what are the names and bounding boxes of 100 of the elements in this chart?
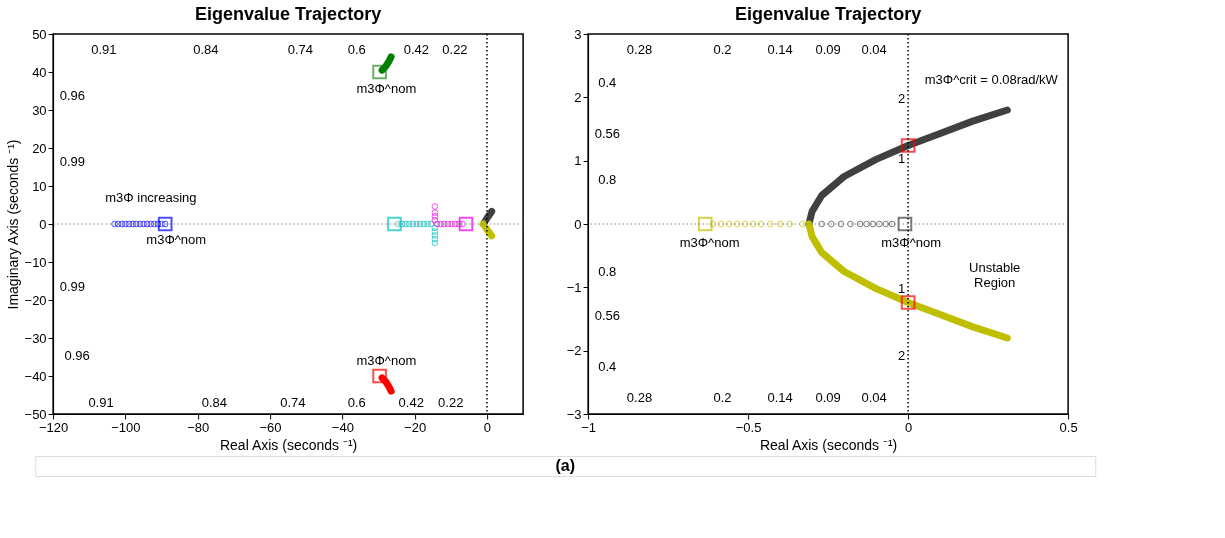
point xyxy=(413,220,420,228)
point xyxy=(122,220,129,228)
y-tick-label: 40 xyxy=(32,64,47,80)
point xyxy=(900,138,916,153)
y-tick-label: 0 xyxy=(39,216,47,232)
annotation: 0.84 xyxy=(193,42,219,58)
point xyxy=(431,216,439,224)
y-tick-label: 50 xyxy=(32,26,47,42)
point xyxy=(431,209,439,216)
point xyxy=(402,220,409,228)
annotation: 0.22 xyxy=(442,42,468,58)
annotation: 0.96 xyxy=(64,348,90,364)
y-tick-label: 2 xyxy=(574,89,582,105)
point xyxy=(897,216,913,232)
x-tick-label: −20 xyxy=(404,419,427,435)
y-tick-label: 30 xyxy=(32,102,47,118)
point xyxy=(818,220,826,228)
annotation: m3Φ^crit = 0.08rad/kW xyxy=(924,72,1059,88)
x-tick-label: −40 xyxy=(331,419,354,435)
point xyxy=(372,368,387,384)
point xyxy=(157,216,173,232)
y-tick-label: 1 xyxy=(574,153,582,169)
annotation: m3Φ^nom xyxy=(146,232,207,248)
annotation: Unstable Region xyxy=(969,260,1021,291)
annotation: 0.4 xyxy=(598,359,617,375)
point xyxy=(431,235,439,243)
point xyxy=(741,220,749,228)
annotation: m3Φ^nom xyxy=(356,81,417,97)
point xyxy=(725,220,733,228)
annotation: 0.04 xyxy=(861,41,887,57)
point xyxy=(431,203,439,210)
text: (a) xyxy=(555,457,576,474)
annotation: 0.96 xyxy=(59,87,86,103)
annotation: 0.99 xyxy=(59,154,86,170)
annotation: 0.91 xyxy=(91,42,117,58)
x-tick-label: 0.5 xyxy=(1059,419,1078,435)
y-tick-label: −3 xyxy=(566,406,582,422)
point xyxy=(776,220,784,228)
annotation: 0.74 xyxy=(287,42,313,58)
point xyxy=(888,220,896,228)
point xyxy=(717,220,725,228)
annotation: m3Φ increasing xyxy=(105,190,197,206)
point xyxy=(767,220,774,228)
annotation: 0.2 xyxy=(713,41,732,57)
point xyxy=(875,220,883,228)
annotation: m3Φ^nom xyxy=(356,352,417,368)
annotation: 0.14 xyxy=(767,390,793,406)
annotation: 1 xyxy=(897,280,906,296)
x-axis-title: Real Axis (seconds ⁻¹) xyxy=(759,436,898,453)
y-tick-label: −20 xyxy=(24,292,47,308)
annotation: 0.28 xyxy=(626,41,653,57)
annotation: 0.91 xyxy=(88,394,114,410)
annotation: 0.56 xyxy=(594,307,620,323)
annotation: 0.42 xyxy=(403,42,430,58)
point xyxy=(749,220,757,228)
point xyxy=(114,220,122,228)
y-tick-label: −10 xyxy=(24,254,47,270)
annotation: 0.42 xyxy=(398,394,424,410)
annotation: 0.04 xyxy=(861,390,887,406)
x-tick-label: −0.5 xyxy=(735,419,762,435)
annotation: 2 xyxy=(897,347,906,363)
annotation: 0.74 xyxy=(280,394,306,410)
annotation: 0.56 xyxy=(594,125,620,141)
annotation: 0.8 xyxy=(598,264,617,280)
point xyxy=(458,216,474,232)
x-tick-label: −120 xyxy=(38,419,69,435)
y-tick-label: −30 xyxy=(24,330,47,346)
y-tick-label: −50 xyxy=(24,406,47,422)
annotation: 0.8 xyxy=(598,171,617,187)
annotation: 0.28 xyxy=(626,390,653,406)
x-tick-label: 0 xyxy=(904,419,913,435)
chart-title: Eigenvalue Trajectory xyxy=(195,4,382,24)
point xyxy=(387,216,402,232)
x-tick-label: −100 xyxy=(111,419,141,435)
point xyxy=(799,220,806,228)
annotation: 0.99 xyxy=(59,278,86,294)
y-tick-label: −40 xyxy=(24,368,47,384)
point xyxy=(431,228,439,235)
point xyxy=(437,220,444,228)
point xyxy=(697,216,713,232)
annotation: 0.09 xyxy=(815,390,841,406)
annotation: m3Φ^nom xyxy=(881,235,942,250)
y-tick-label: 0 xyxy=(574,216,582,232)
point xyxy=(151,220,158,228)
y-tick-label: 3 xyxy=(574,26,582,42)
x-tick-label: 0 xyxy=(483,419,492,435)
point xyxy=(856,220,864,228)
chart-title: Eigenvalue Trajectory xyxy=(735,4,922,24)
annotation: 0.84 xyxy=(201,394,227,410)
y-tick-label: 10 xyxy=(32,178,47,194)
x-tick-label: −80 xyxy=(187,419,210,435)
point xyxy=(847,220,854,228)
y-tick-label: −1 xyxy=(566,279,582,295)
point xyxy=(882,220,890,228)
point xyxy=(900,295,916,310)
point xyxy=(786,220,794,228)
y-tick-label: −2 xyxy=(566,343,582,359)
x-tick-label: −60 xyxy=(259,419,282,435)
point xyxy=(827,220,835,228)
annotation: 1 xyxy=(897,151,906,167)
